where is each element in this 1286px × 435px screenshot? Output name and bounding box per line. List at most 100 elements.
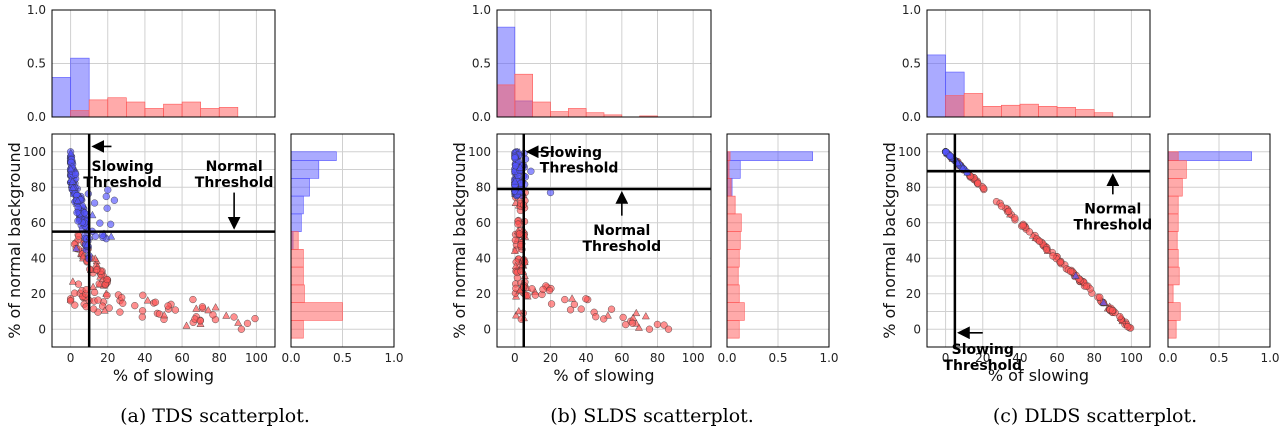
hist-bar-blue	[926, 54, 946, 118]
data-point	[561, 295, 569, 304]
data-point	[79, 251, 88, 260]
data-point	[653, 320, 662, 329]
data-point	[545, 286, 554, 295]
hist-bar-red	[1167, 195, 1179, 215]
slowing-annotation: Threshold	[83, 175, 162, 191]
data-point	[196, 317, 204, 325]
data-point	[512, 311, 520, 319]
data-point	[119, 299, 127, 307]
data-point	[632, 308, 641, 317]
hist-bar-red	[550, 111, 569, 118]
hist-bar-red	[290, 302, 343, 321]
data-point	[645, 325, 654, 333]
top-hist-y-tick: 0.0	[472, 110, 491, 124]
hist-bar-red	[963, 93, 984, 118]
data-point	[90, 288, 99, 296]
y-tick-label: 20	[31, 287, 46, 301]
data-point	[211, 303, 220, 311]
normal-annotation: Normal	[206, 159, 263, 175]
hist-bar-red	[1167, 151, 1179, 161]
hist-bar-red	[107, 97, 127, 118]
hist-bar-blue	[290, 213, 302, 232]
x-tick-label: 0	[67, 351, 75, 365]
data-point	[600, 315, 608, 323]
hist-bar-red	[1167, 266, 1180, 286]
data-point	[182, 321, 191, 329]
top-hist-frame	[496, 9, 712, 118]
subplot-caption: (a) TDS scatterplot.	[120, 405, 310, 427]
data-point	[192, 304, 201, 312]
data-point	[1042, 245, 1051, 254]
data-point	[103, 204, 111, 212]
hist-bar-red	[181, 101, 201, 118]
data-point	[96, 219, 104, 227]
y-tick-label: 80	[906, 180, 921, 194]
data-point	[204, 306, 213, 314]
data-point	[71, 301, 79, 309]
data-point	[515, 230, 524, 238]
y-tick-label: 40	[906, 251, 921, 265]
data-point	[71, 170, 80, 178]
data-point	[511, 236, 519, 244]
data-point	[664, 325, 673, 333]
slowing-annotation: Slowing	[91, 159, 153, 175]
data-point	[103, 275, 111, 284]
hist-bar-red	[514, 73, 533, 118]
hist-bar-red	[1056, 107, 1076, 118]
data-point	[511, 261, 520, 270]
data-point	[66, 148, 75, 157]
data-point	[209, 311, 217, 319]
hist-bar-red	[1019, 103, 1039, 118]
hist-bar-red	[290, 231, 299, 250]
data-point	[88, 210, 97, 219]
data-point	[566, 306, 575, 314]
data-point	[641, 312, 650, 320]
hist-bar-blue	[1167, 151, 1252, 161]
x-tick-label: 40	[579, 351, 594, 365]
data-point	[68, 183, 77, 191]
y-tick-label: 40	[31, 251, 46, 265]
normal-annotation: Threshold	[195, 175, 274, 191]
data-point	[198, 303, 206, 311]
right-hist-x-tick: 0.5	[1209, 351, 1228, 365]
data-point	[189, 295, 197, 304]
data-point	[577, 305, 585, 313]
x-tick-label: 60	[614, 351, 629, 365]
x-tick-label: 100	[245, 351, 268, 365]
data-point	[243, 319, 252, 327]
hist-bar-blue	[726, 151, 813, 161]
hist-bar-red	[726, 178, 732, 197]
data-point	[234, 318, 243, 326]
y-tick-label: 60	[31, 216, 46, 230]
hist-bar-blue	[51, 77, 71, 118]
data-point	[1005, 207, 1013, 215]
x-tick-label: 60	[174, 351, 189, 365]
slowing-annotation: Slowing	[540, 145, 602, 161]
hist-bar-red	[726, 231, 741, 250]
data-point	[547, 300, 556, 308]
data-point	[997, 202, 1006, 210]
top-hist-y-tick: 0.5	[27, 57, 46, 71]
normal-annotation: Threshold	[1074, 218, 1153, 234]
hist-bar-blue	[290, 151, 337, 161]
data-point	[1056, 258, 1064, 266]
subplot-2: 0 20 40 60 80 100 0 20 40 60 80 100 % of slowing % of…	[450, 3, 839, 427]
x-tick-label: 40	[1012, 351, 1027, 365]
data-point	[510, 177, 519, 185]
y-tick-label: 40	[476, 251, 491, 265]
data-point	[1035, 237, 1044, 245]
data-point	[110, 196, 118, 204]
y-axis-label: % of normal background	[450, 142, 469, 339]
hist-bar-red	[585, 112, 605, 118]
data-point	[527, 167, 535, 175]
data-point	[73, 196, 82, 204]
x-axis-label: % of slowing	[988, 366, 1089, 385]
data-point	[1071, 271, 1080, 279]
right-hist-frame	[726, 133, 830, 348]
y-tick-label: 80	[31, 180, 46, 194]
y-tick-label: 60	[906, 216, 921, 230]
data-point	[164, 302, 172, 310]
top-hist-y-tick: 0.0	[27, 110, 46, 124]
